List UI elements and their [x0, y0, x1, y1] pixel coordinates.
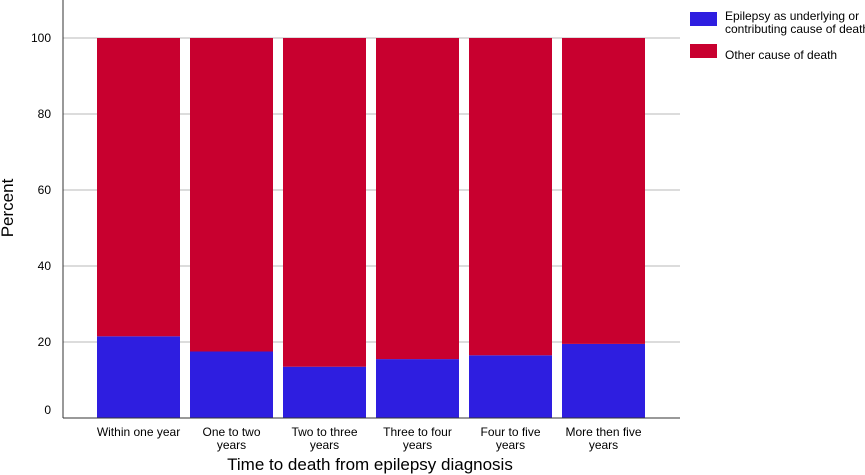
bars [97, 38, 645, 418]
x-category-label-1: One to two years [202, 425, 260, 452]
y-tick-label-100: 100 [31, 31, 51, 45]
legend-swatch-epilepsy [690, 12, 717, 26]
legend-swatch-other [690, 44, 717, 58]
legend-label-other: Other cause of death [725, 48, 837, 62]
y-tick-label-40: 40 [38, 259, 52, 273]
bar-epilepsy-3 [376, 359, 459, 418]
y-tick-label-20: 20 [38, 335, 52, 349]
bar-other-3 [376, 38, 459, 360]
y-tick-labels: 0 20 40 60 80 100 [31, 31, 51, 417]
bar-epilepsy-1 [190, 351, 273, 418]
y-tick-label-80: 80 [38, 107, 52, 121]
y-tick-label-60: 60 [38, 183, 52, 197]
x-axis-title: Time to death from epilepsy diagnosis [227, 455, 513, 474]
y-axis-title: Percent [0, 178, 17, 237]
x-category-label-2: Two to three years [291, 425, 357, 452]
bar-other-0 [97, 38, 180, 337]
x-category-label-5: More then five years [565, 425, 641, 452]
bar-other-1 [190, 38, 273, 352]
bar-other-4 [469, 38, 552, 356]
legend: Epilepsy as underlying or contributing ca… [690, 9, 865, 62]
x-category-label-3: Three to four years [383, 425, 452, 452]
bar-other-2 [283, 38, 366, 367]
x-category-label-0: Within one year [97, 425, 180, 439]
y-tick-label-0: 0 [44, 403, 51, 417]
bar-epilepsy-2 [283, 366, 366, 418]
axes [62, 0, 680, 419]
bar-epilepsy-5 [562, 343, 645, 418]
x-category-labels: Within one year One to two years Two to thr… [97, 425, 642, 452]
bar-epilepsy-0 [97, 336, 180, 418]
legend-label-epilepsy: Epilepsy as underlying or contributing ca… [725, 9, 865, 36]
x-category-label-4: Four to five years [480, 425, 540, 452]
bar-other-5 [562, 38, 645, 344]
bar-epilepsy-4 [469, 355, 552, 418]
